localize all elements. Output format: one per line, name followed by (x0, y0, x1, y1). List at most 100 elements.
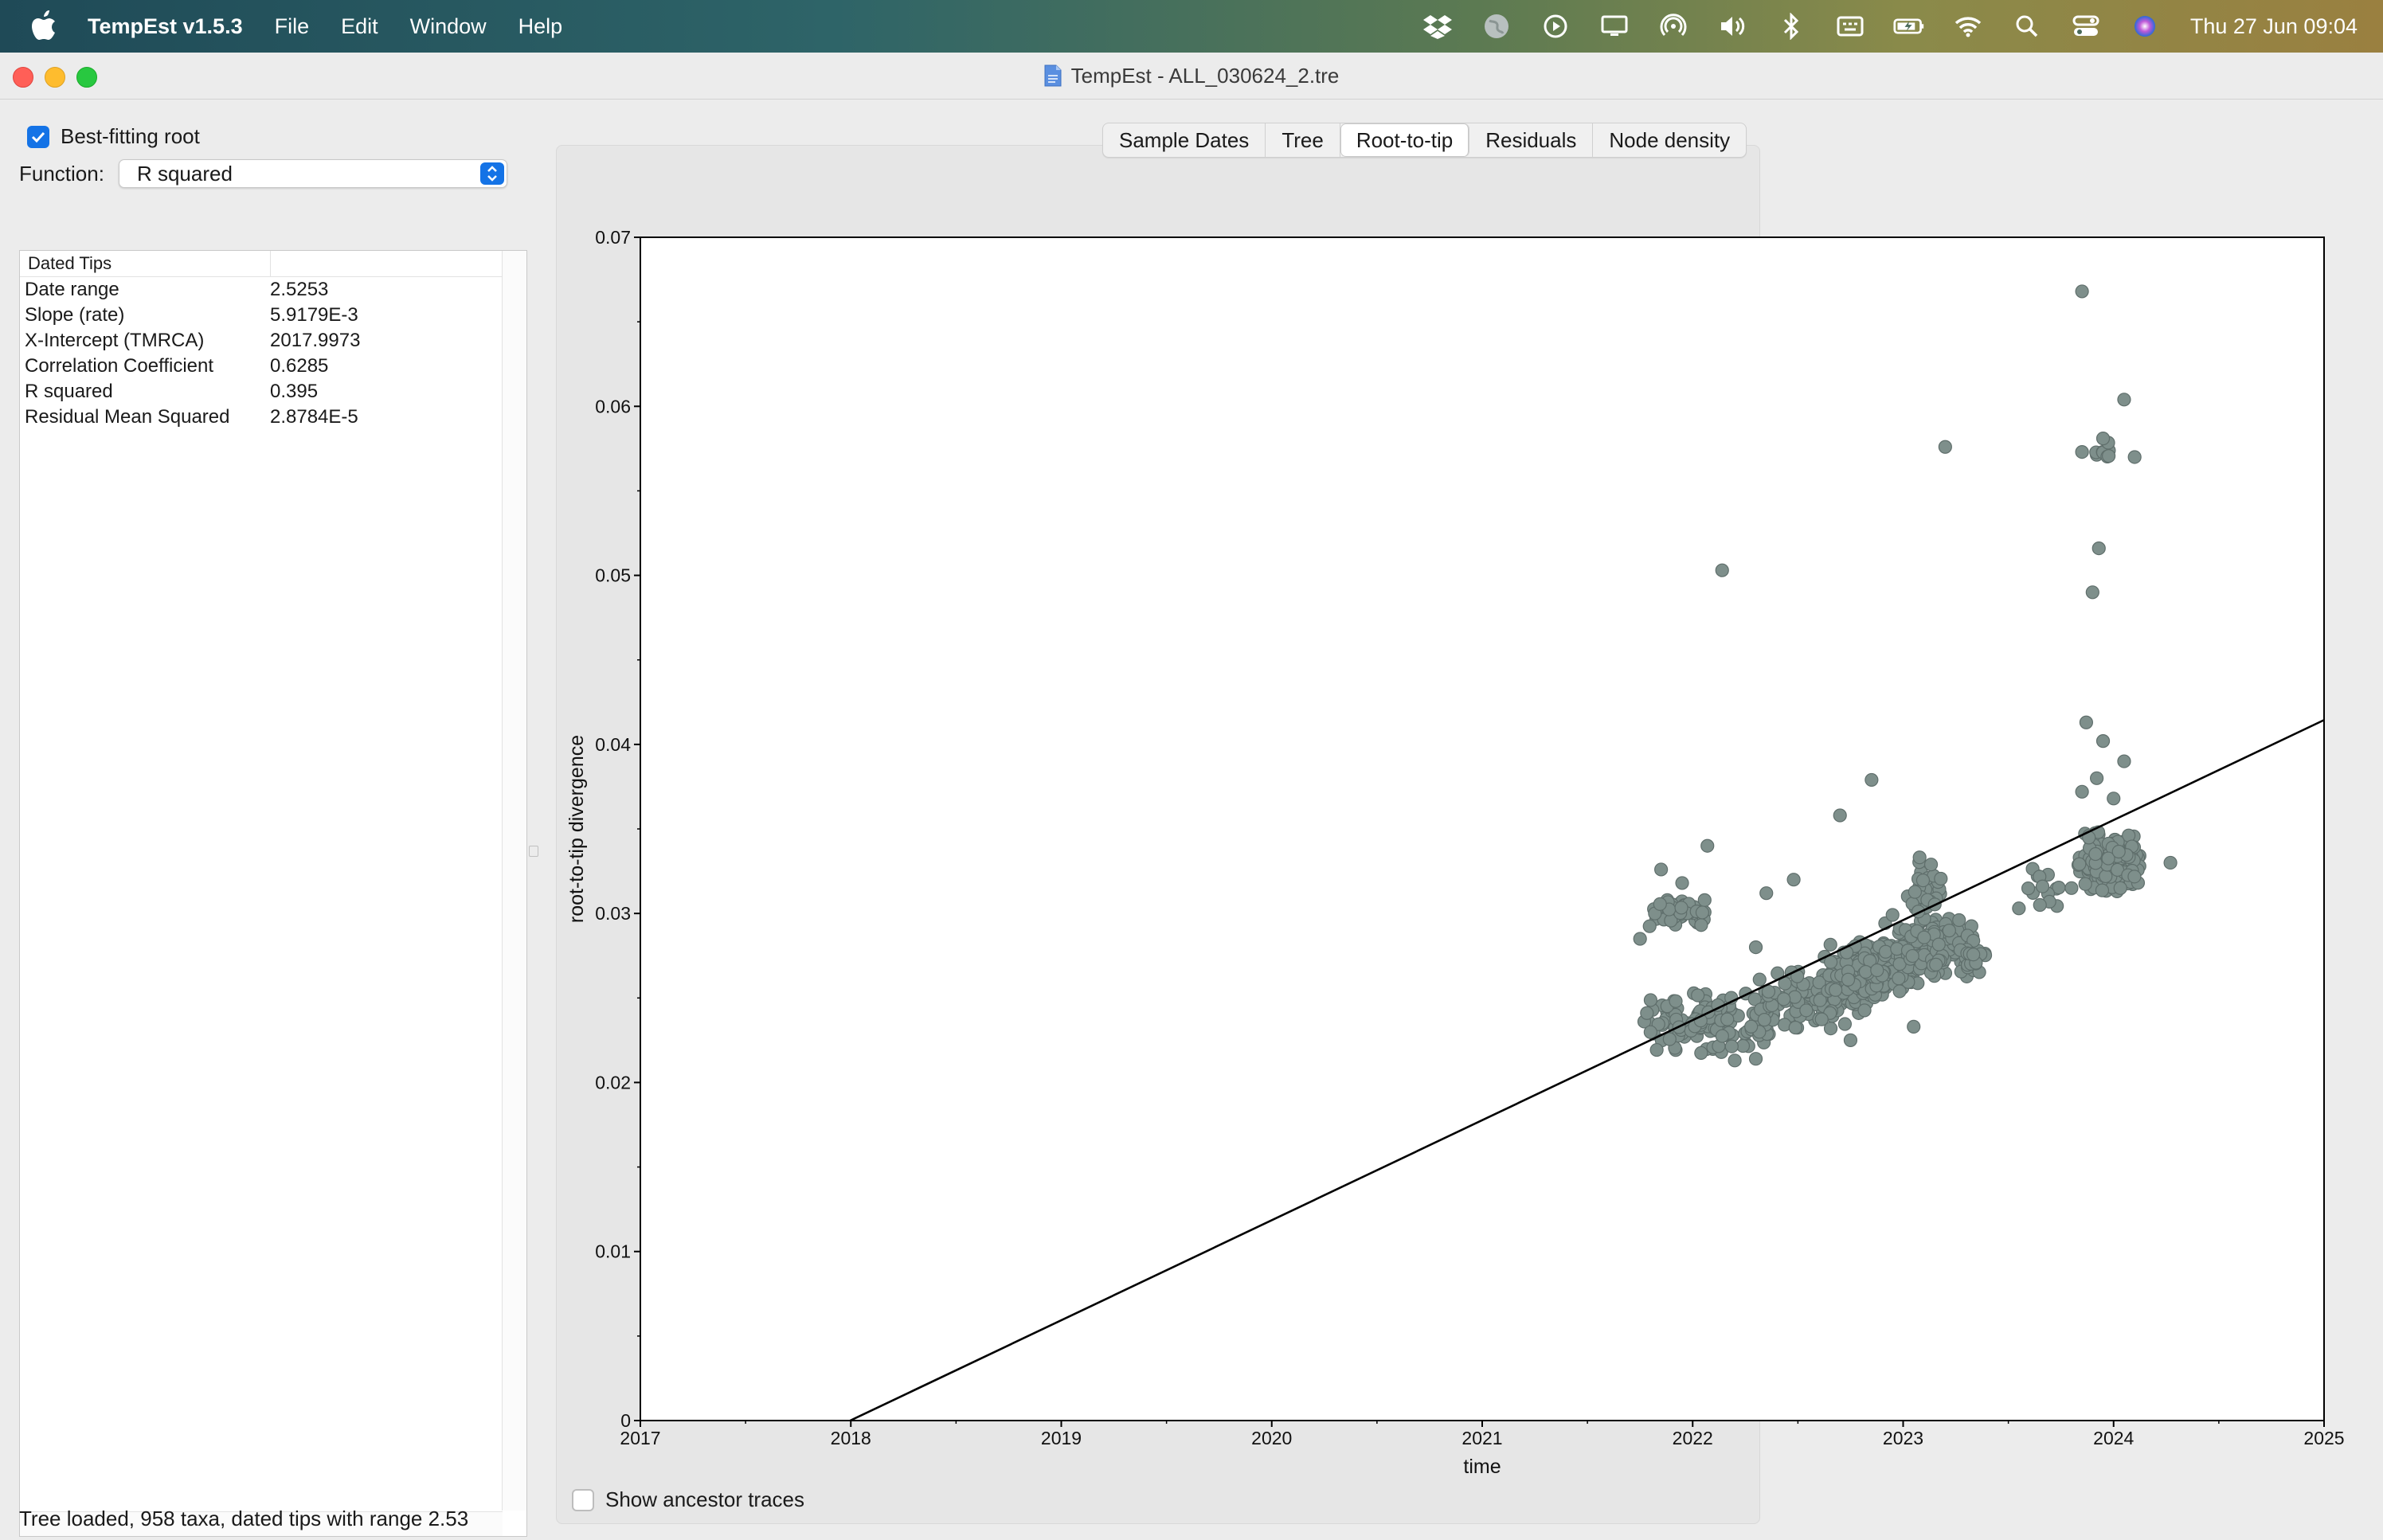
split-pane-handle[interactable] (529, 846, 538, 857)
data-point (1674, 901, 1688, 915)
document-icon (1044, 64, 1062, 87)
menu-help[interactable]: Help (518, 14, 563, 38)
show-ancestor-traces-checkbox[interactable] (572, 1488, 594, 1511)
data-point (1942, 924, 1956, 938)
tab-sample-dates[interactable]: Sample Dates (1103, 123, 1266, 157)
table-vertical-scrollbar[interactable] (502, 251, 526, 1511)
data-point (1752, 972, 1767, 987)
data-point (1697, 893, 1712, 907)
data-point (1857, 1003, 1872, 1018)
tab-root-to-tip[interactable]: Root-to-tip (1340, 123, 1470, 157)
table-horizontal-scrollbar[interactable] (20, 1511, 503, 1536)
volume-icon[interactable] (1716, 10, 1748, 42)
y-tick-label: 0.02 (595, 1072, 631, 1092)
data-point (1643, 993, 1658, 1007)
best-fitting-root-option[interactable]: Best-fitting root (27, 124, 200, 149)
select-stepper-icon[interactable] (479, 162, 504, 185)
data-point (2111, 844, 2126, 859)
app-name-menu[interactable]: TempEst v1.5.3 (88, 14, 243, 38)
tab-node-density[interactable]: Node density (1609, 128, 1731, 152)
dropbox-icon[interactable] (1422, 10, 1454, 42)
data-point (1905, 948, 1919, 963)
table-header: Dated Tips (20, 251, 526, 277)
table-row[interactable]: Slope (rate) 5.9179E-3 (20, 303, 526, 328)
data-point (1748, 1052, 1763, 1066)
data-point (1724, 1039, 1739, 1053)
data-point (1694, 918, 1708, 932)
table-row[interactable]: Correlation Coefficient 0.6285 (20, 354, 526, 379)
battery-icon[interactable] (1893, 10, 1925, 42)
close-window-button[interactable] (13, 67, 33, 88)
data-point (1788, 1020, 1802, 1035)
data-point (1747, 992, 1762, 1006)
y-tick-label: 0.04 (595, 734, 631, 755)
data-point (1952, 913, 1966, 928)
data-point (1654, 862, 1669, 877)
data-point (1841, 972, 1856, 987)
data-point (2095, 883, 2110, 897)
data-point (1934, 871, 1948, 886)
data-point (1640, 1006, 1654, 1020)
menu-edit[interactable]: Edit (341, 14, 378, 38)
siri-icon[interactable] (2129, 10, 2161, 42)
data-point (1812, 975, 1826, 990)
data-point (2113, 881, 2127, 895)
stat-value: 5.9179E-3 (270, 304, 358, 326)
menu-clock[interactable]: Thu 27 Jun 09:04 (2189, 14, 2358, 38)
play-icon[interactable] (1540, 10, 1571, 42)
data-point (1728, 1053, 1742, 1068)
apple-logo-icon[interactable] (30, 10, 57, 42)
data-point (1715, 563, 1729, 577)
dated-tips-table[interactable]: Dated Tips Date range 2.5253 Slope (rate… (19, 250, 527, 1537)
function-select[interactable]: R squared (118, 159, 507, 188)
data-point (1700, 838, 1715, 853)
data-point (1662, 1032, 1677, 1046)
data-point (1966, 948, 1981, 962)
data-point (2075, 445, 2089, 459)
zoom-window-button[interactable] (76, 67, 97, 88)
table-row[interactable]: Date range 2.5253 (20, 277, 526, 303)
wifi-icon[interactable] (1952, 10, 1984, 42)
menu-window[interactable]: Window (409, 14, 487, 38)
data-point (1929, 957, 1943, 971)
window-title: TempEst - ALL_030624_2.tre (1070, 63, 1340, 88)
bluetooth-icon[interactable] (1775, 10, 1807, 42)
stat-value: 2.5253 (270, 279, 329, 300)
menu-file[interactable]: File (274, 14, 310, 38)
control-center-icon[interactable] (2070, 10, 2102, 42)
data-point (1829, 983, 1843, 997)
keyboard-icon[interactable] (1834, 10, 1866, 42)
table-row[interactable]: R squared 0.395 (20, 379, 526, 405)
root-to-tip-chart[interactable]: 0 0.01 0.02 0.03 0.04 0.05 0.06 0.07 2017 2018 201… (558, 212, 2358, 1486)
data-point (1757, 1013, 1771, 1027)
tab-tree[interactable]: Tree (1266, 123, 1340, 157)
stat-label: Correlation Coefficient (25, 355, 214, 377)
data-point (1720, 1012, 1735, 1026)
table-row[interactable]: Residual Mean Squared 2.8784E-5 (20, 405, 526, 430)
globe-icon[interactable] (1481, 10, 1512, 42)
display-icon[interactable] (1598, 10, 1630, 42)
status-area: Thu 27 Jun 09:04 (1408, 10, 2358, 42)
data-point (1748, 940, 1763, 955)
data-point (2127, 870, 2142, 884)
tab-residuals[interactable]: Residuals (1469, 123, 1594, 157)
checkmark-icon (31, 131, 45, 143)
table-body: Date range 2.5253 Slope (rate) 5.9179E-3… (20, 277, 526, 430)
data-point (1653, 897, 1667, 911)
function-row: Function: R squared (19, 159, 507, 188)
title-bar[interactable]: TempEst - ALL_030624_2.tre (0, 53, 2383, 100)
search-icon[interactable] (2011, 10, 2043, 42)
show-ancestor-traces-option[interactable]: Show ancestor traces (572, 1487, 804, 1512)
data-point (1642, 919, 1657, 933)
data-point (1823, 937, 1837, 952)
airdrop-icon[interactable] (1657, 10, 1689, 42)
stat-label: Residual Mean Squared (25, 406, 230, 428)
data-point (1675, 876, 1689, 890)
best-fitting-root-checkbox[interactable] (27, 125, 49, 148)
data-point (2107, 791, 2121, 806)
x-tick-label: 2019 (1041, 1428, 1082, 1448)
table-row[interactable]: X-Intercept (TMRCA) 2017.9973 (20, 328, 526, 354)
app-window: TempEst - ALL_030624_2.tre Best-fitting … (0, 53, 2383, 1540)
minimize-window-button[interactable] (45, 67, 65, 88)
data-point (2078, 877, 2092, 891)
